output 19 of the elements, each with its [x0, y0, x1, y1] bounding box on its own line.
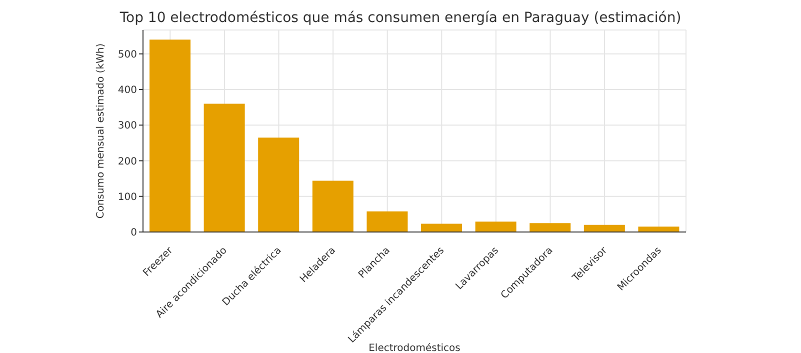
- bar: [584, 224, 625, 232]
- bar: [258, 138, 300, 232]
- bar: [638, 226, 680, 232]
- chart-title: Top 10 electrodomésticos que más consumen energía en Paraguay (estimación): [118, 10, 682, 26]
- y-tick-label: 400: [118, 85, 137, 96]
- bar: [475, 222, 516, 232]
- x-axis-title: Electrodomésticos: [368, 343, 460, 353]
- bar: [312, 180, 354, 232]
- bar: [530, 223, 571, 232]
- y-tick-label: 500: [118, 49, 137, 60]
- bar: [421, 224, 462, 232]
- bar: [366, 211, 408, 232]
- y-tick-label: 0: [130, 228, 137, 239]
- y-tick-label: 300: [118, 120, 137, 132]
- y-axis-title: Consumo mensual estimado (kWh): [96, 43, 107, 219]
- y-tick-label: 100: [118, 192, 137, 203]
- y-tick-label: 200: [118, 156, 137, 168]
- bar: [204, 104, 245, 232]
- bar: [150, 40, 191, 232]
